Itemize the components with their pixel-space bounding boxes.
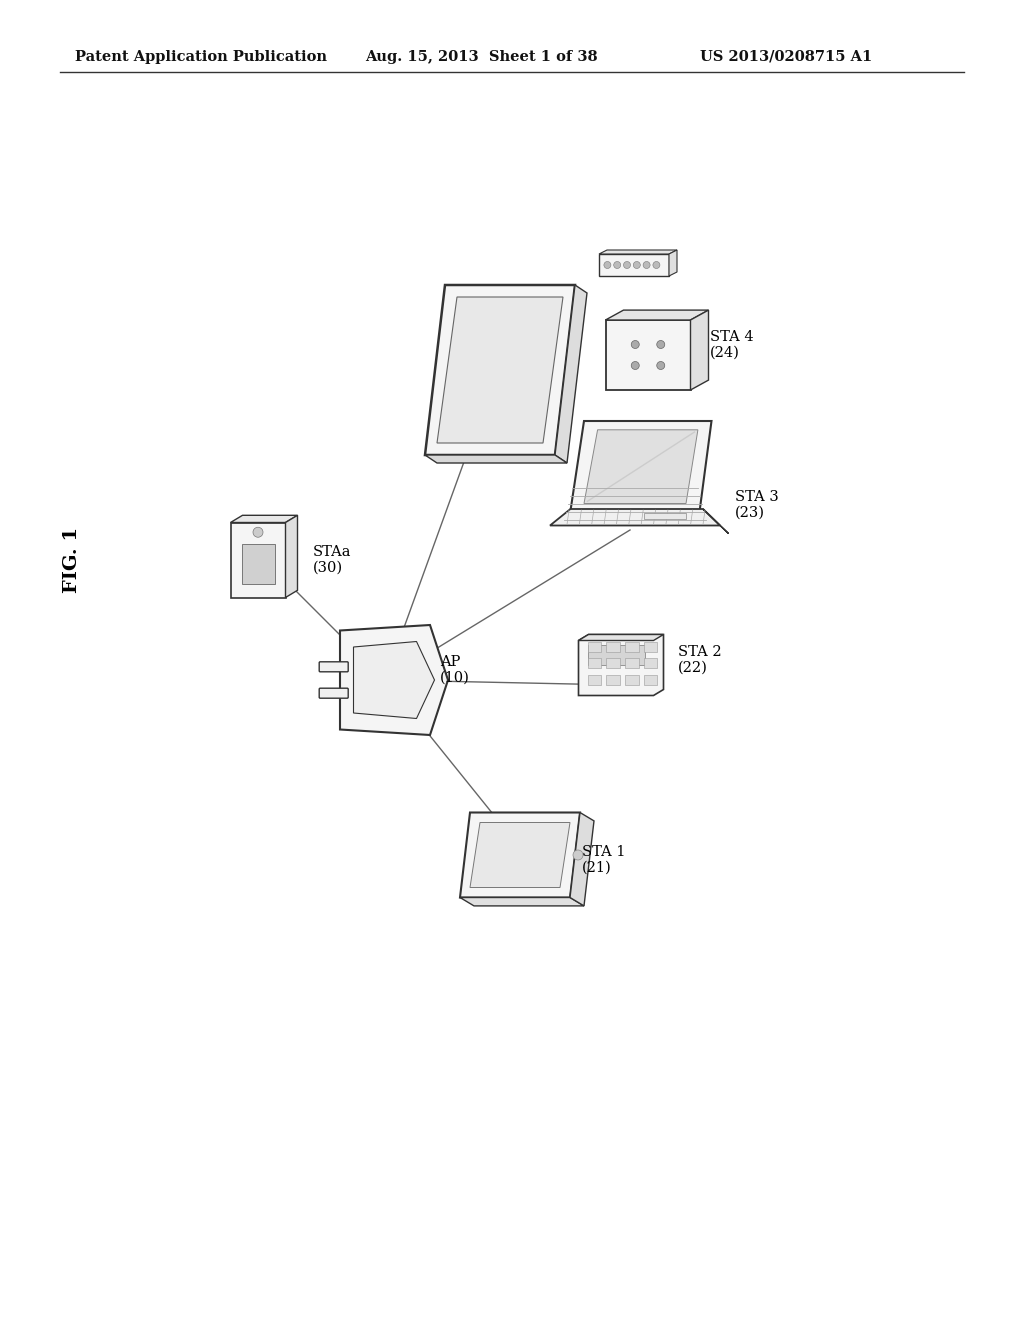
Polygon shape: [690, 310, 709, 389]
Text: STAa
(30): STAa (30): [313, 545, 351, 576]
Bar: [588, 659, 601, 668]
Text: STA 1
(21): STA 1 (21): [582, 845, 626, 875]
Bar: [625, 642, 639, 652]
Text: STA 2
(22): STA 2 (22): [678, 645, 722, 675]
Bar: [606, 642, 620, 652]
Polygon shape: [555, 285, 587, 463]
Text: Aug. 15, 2013  Sheet 1 of 38: Aug. 15, 2013 Sheet 1 of 38: [365, 50, 598, 63]
Bar: [625, 675, 639, 685]
Circle shape: [633, 261, 640, 268]
Circle shape: [656, 362, 665, 370]
Bar: [625, 659, 639, 668]
Bar: [643, 513, 686, 519]
Circle shape: [631, 362, 639, 370]
Text: STA 4
(24): STA 4 (24): [710, 330, 754, 360]
Circle shape: [613, 261, 621, 268]
Text: US 2013/0208715 A1: US 2013/0208715 A1: [700, 50, 872, 63]
Polygon shape: [460, 898, 584, 906]
Text: FIG. 1: FIG. 1: [63, 527, 81, 593]
Polygon shape: [703, 510, 728, 533]
Circle shape: [624, 261, 631, 268]
Bar: [644, 642, 657, 652]
FancyBboxPatch shape: [319, 661, 348, 672]
Polygon shape: [460, 813, 580, 898]
Bar: [644, 659, 657, 668]
Polygon shape: [550, 510, 720, 525]
Circle shape: [643, 261, 650, 268]
Polygon shape: [437, 297, 563, 444]
Text: Patent Application Publication: Patent Application Publication: [75, 50, 327, 63]
Polygon shape: [605, 319, 690, 389]
Polygon shape: [570, 813, 594, 906]
Polygon shape: [425, 285, 575, 455]
Bar: [606, 675, 620, 685]
Text: STA 3
(23): STA 3 (23): [735, 490, 778, 520]
Circle shape: [253, 527, 263, 537]
Bar: [606, 659, 620, 668]
Circle shape: [653, 261, 659, 268]
Polygon shape: [584, 430, 698, 503]
Polygon shape: [599, 253, 669, 276]
Polygon shape: [579, 635, 664, 696]
Circle shape: [604, 261, 611, 268]
Circle shape: [656, 341, 665, 348]
Circle shape: [631, 341, 639, 348]
Polygon shape: [340, 624, 449, 735]
Circle shape: [573, 850, 583, 861]
Bar: [588, 642, 601, 652]
Text: AP
(10): AP (10): [440, 655, 470, 685]
Polygon shape: [230, 515, 298, 523]
Polygon shape: [242, 544, 274, 583]
Polygon shape: [286, 515, 298, 598]
Bar: [644, 675, 657, 685]
Polygon shape: [470, 822, 570, 887]
Polygon shape: [579, 635, 664, 640]
Polygon shape: [425, 455, 567, 463]
Polygon shape: [605, 310, 709, 319]
Polygon shape: [353, 642, 434, 718]
Polygon shape: [599, 249, 677, 253]
Polygon shape: [669, 249, 677, 276]
Bar: [588, 675, 601, 685]
FancyBboxPatch shape: [319, 688, 348, 698]
Polygon shape: [230, 523, 286, 598]
Polygon shape: [588, 645, 644, 665]
Polygon shape: [570, 421, 712, 511]
